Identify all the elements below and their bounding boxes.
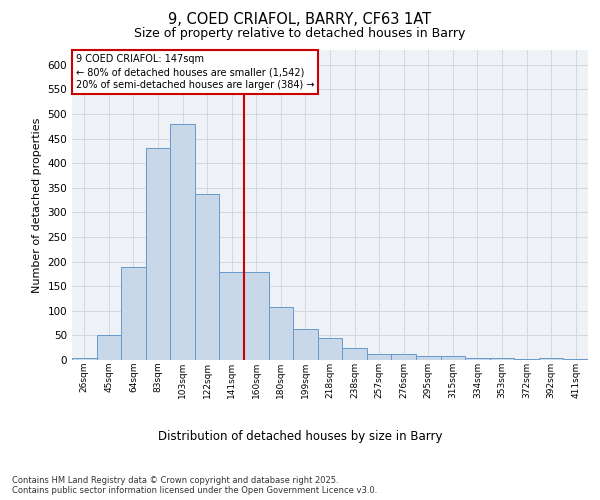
Bar xyxy=(195,194,220,360)
Bar xyxy=(318,338,342,360)
Text: 9, COED CRIAFOL, BARRY, CF63 1AT: 9, COED CRIAFOL, BARRY, CF63 1AT xyxy=(169,12,431,28)
Bar xyxy=(440,356,465,360)
Bar xyxy=(416,356,440,360)
Bar xyxy=(465,358,490,360)
Bar xyxy=(563,358,588,360)
Bar xyxy=(121,266,146,360)
Text: 9 COED CRIAFOL: 147sqm
← 80% of detached houses are smaller (1,542)
20% of semi-: 9 COED CRIAFOL: 147sqm ← 80% of detached… xyxy=(76,54,314,90)
Bar xyxy=(391,354,416,360)
Bar xyxy=(342,348,367,360)
Bar xyxy=(97,336,121,360)
Text: Size of property relative to detached houses in Barry: Size of property relative to detached ho… xyxy=(134,28,466,40)
Bar xyxy=(367,354,391,360)
Bar xyxy=(146,148,170,360)
Bar xyxy=(220,272,244,360)
Bar xyxy=(514,358,539,360)
Text: Contains HM Land Registry data © Crown copyright and database right 2025.
Contai: Contains HM Land Registry data © Crown c… xyxy=(12,476,377,495)
Bar xyxy=(490,358,514,360)
Bar xyxy=(244,272,269,360)
Bar xyxy=(72,358,97,360)
Bar xyxy=(170,124,195,360)
Bar xyxy=(539,358,563,360)
Bar xyxy=(293,330,318,360)
Bar xyxy=(269,307,293,360)
Y-axis label: Number of detached properties: Number of detached properties xyxy=(32,118,42,292)
Text: Distribution of detached houses by size in Barry: Distribution of detached houses by size … xyxy=(158,430,442,443)
